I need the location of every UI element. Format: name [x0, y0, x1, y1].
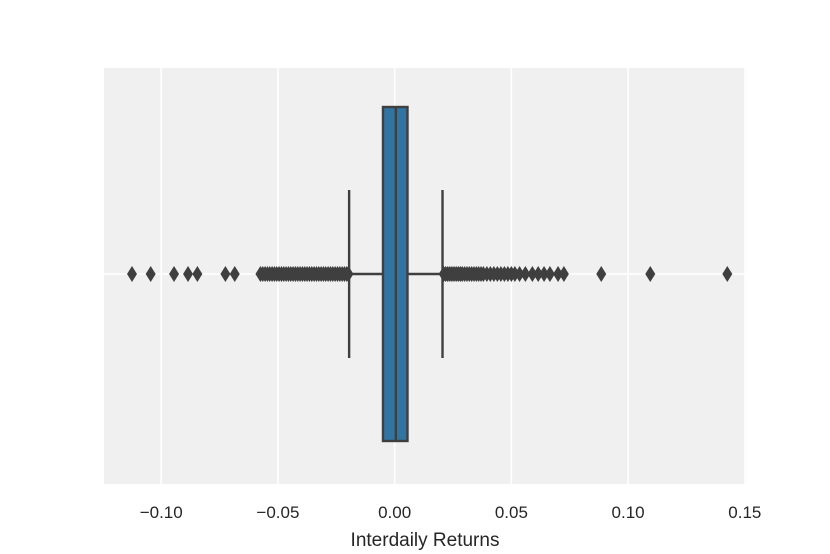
- x-axis-label: Interdaily Returns: [351, 530, 500, 551]
- x-tick-label: 0.05: [495, 503, 528, 522]
- x-tick-label: −0.10: [140, 503, 183, 522]
- outlier-point: [145, 266, 156, 282]
- outlier-point: [520, 266, 531, 282]
- outliers: [127, 266, 733, 282]
- outlier-point: [527, 266, 538, 282]
- x-tick-label: 0.15: [728, 503, 761, 522]
- x-tick-label: −0.05: [256, 503, 299, 522]
- outlier-point: [127, 266, 138, 282]
- outlier-point: [596, 266, 607, 282]
- outlier-point: [514, 266, 525, 282]
- outlier-point: [544, 266, 555, 282]
- outlier-point: [722, 266, 733, 282]
- outlier-point: [558, 266, 569, 282]
- x-tick-label: 0.00: [378, 503, 411, 522]
- x-tick-labels: −0.10 −0.05 0.00 0.05 0.10 0.15: [140, 503, 762, 522]
- outlier-point: [183, 266, 194, 282]
- outlier-point: [645, 266, 656, 282]
- outlier-point: [229, 266, 240, 282]
- outlier-point: [343, 266, 354, 282]
- plot-background: [104, 68, 746, 484]
- outlier-point: [192, 266, 203, 282]
- outlier-point: [539, 266, 550, 282]
- outlier-point: [220, 266, 231, 282]
- x-tick-label: 0.10: [612, 503, 645, 522]
- outlier-point: [169, 266, 180, 282]
- outlier-point: [533, 266, 544, 282]
- outlier-point: [553, 266, 564, 282]
